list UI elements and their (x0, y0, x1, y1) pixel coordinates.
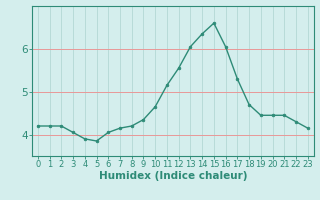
X-axis label: Humidex (Indice chaleur): Humidex (Indice chaleur) (99, 171, 247, 181)
